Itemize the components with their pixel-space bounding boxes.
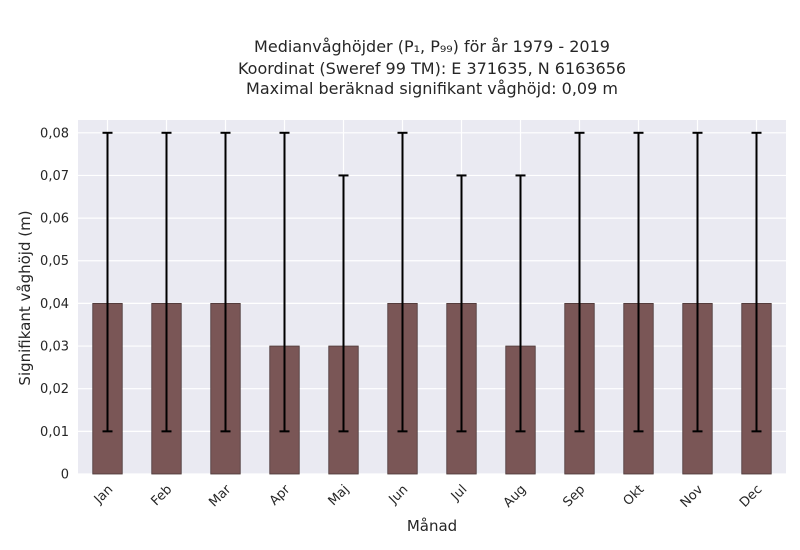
x-tick-label: Mar	[206, 482, 234, 510]
y-axis-label: Signifikant våghöjd (m)	[16, 210, 34, 385]
error-bar-apr	[279, 131, 290, 433]
error-bar-okt	[633, 131, 644, 433]
x-tick-label: Dec	[737, 482, 765, 510]
x-tick-label: Sep	[560, 482, 588, 510]
y-tick-label: 0,02	[40, 382, 69, 397]
chart-title-line-1: Medianvåghöjder (P₁, P₉₉) för år 1979 - …	[254, 37, 610, 56]
y-tick-label: 0,03	[40, 340, 69, 355]
y-tick-label: 0,06	[40, 212, 69, 227]
error-bar-aug	[515, 174, 526, 433]
x-tick-label: Feb	[148, 482, 175, 509]
error-bars	[102, 131, 762, 433]
y-tick-label: 0,04	[40, 297, 69, 312]
y-tick-label: 0,05	[40, 254, 69, 269]
x-tick-label: Jun	[386, 482, 412, 508]
x-axis-ticks: Jan Feb Mar Apr Maj Jun Jul Aug Sep Okt Nov Dec	[91, 482, 765, 511]
y-tick-label: 0,07	[40, 169, 69, 184]
y-tick-label: 0,08	[40, 126, 69, 141]
error-bar-jan	[102, 131, 113, 433]
y-tick-label: 0,01	[40, 425, 69, 440]
x-tick-label: Apr	[267, 482, 294, 509]
error-bar-maj	[338, 174, 349, 433]
x-axis-label: Månad	[407, 517, 457, 535]
y-tick-label: 0	[61, 468, 69, 483]
error-bar-sep	[574, 131, 585, 433]
error-bar-jun	[397, 131, 408, 433]
error-bar-mar	[220, 131, 231, 433]
chart-title-line-3: Maximal beräknad signifikant våghöjd: 0,…	[246, 79, 618, 98]
x-tick-label: Aug	[501, 482, 530, 511]
chart-title-line-2: Koordinat (Sweref 99 TM): E 371635, N 61…	[238, 59, 626, 78]
error-bar-jul	[456, 174, 467, 433]
x-tick-label: Jan	[91, 482, 116, 507]
error-bar-dec	[751, 131, 762, 433]
plot-area	[78, 120, 786, 474]
chart-title: Medianvåghöjder (P₁, P₉₉) för år 1979 - …	[238, 37, 626, 98]
error-bar-nov	[692, 131, 703, 433]
error-bar-feb	[161, 131, 172, 433]
x-tick-label: Nov	[678, 482, 707, 511]
y-axis-ticks: 0 0,01 0,02 0,03 0,04 0,05 0,06 0,07 0,08	[40, 126, 69, 482]
x-tick-label: Maj	[326, 482, 353, 509]
x-tick-label: Okt	[621, 482, 648, 509]
x-tick-label: Jul	[448, 482, 470, 504]
